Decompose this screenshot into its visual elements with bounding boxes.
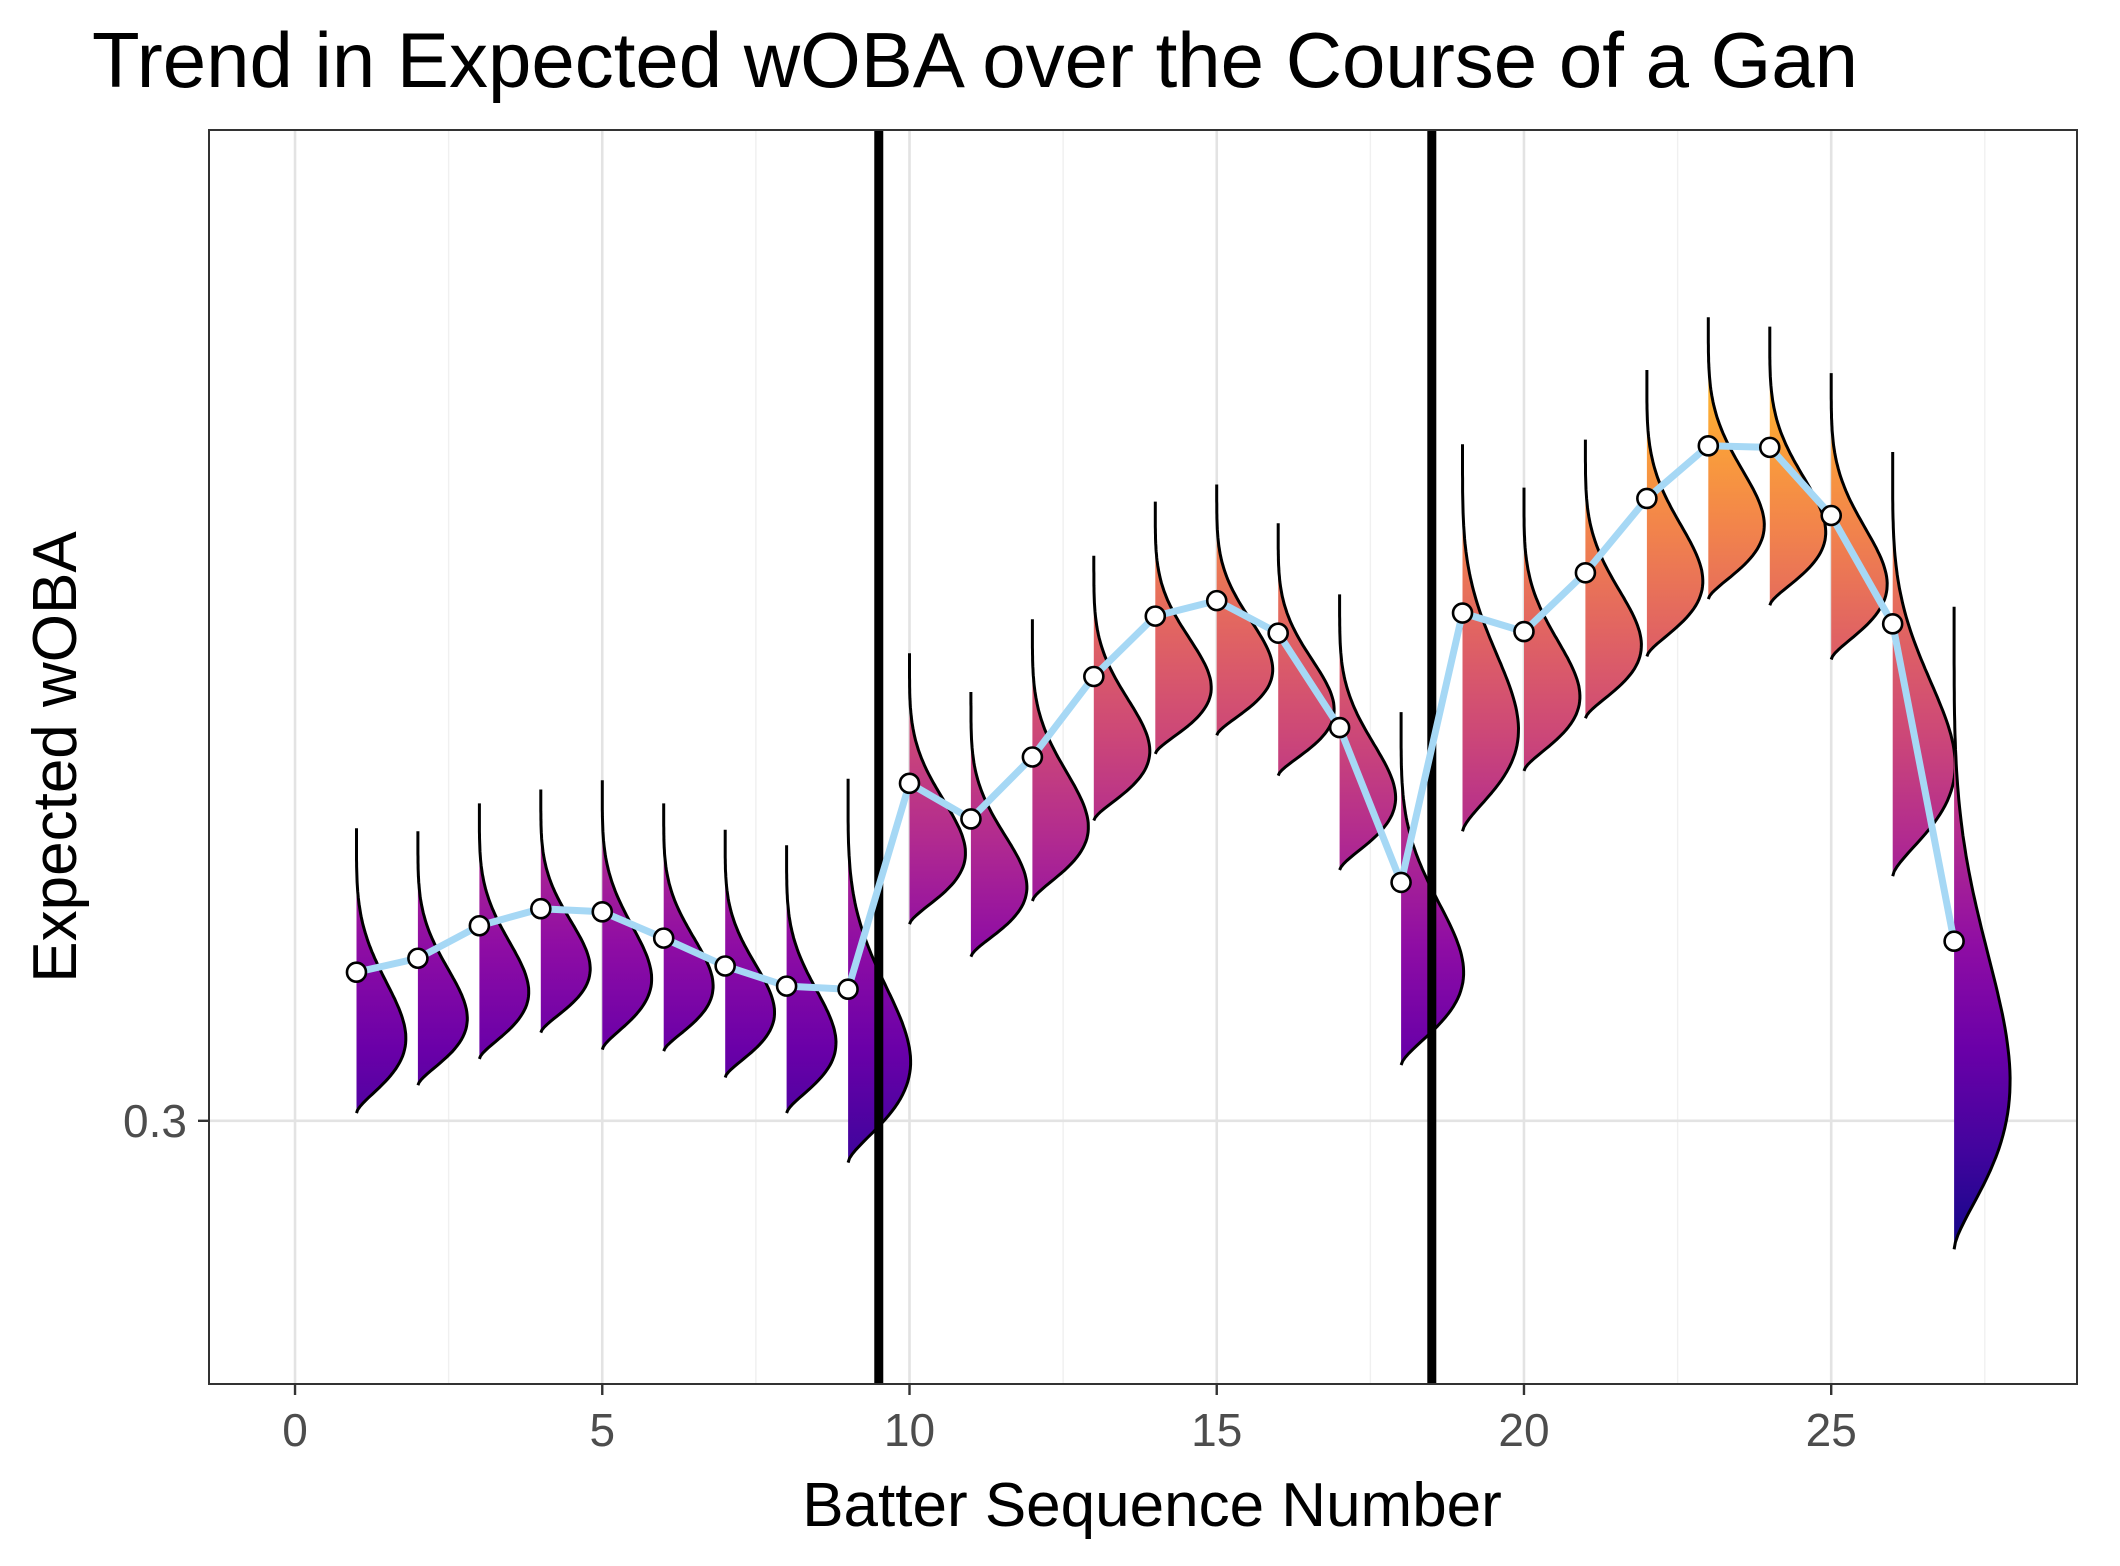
data-point [407,947,429,970]
density-fill [663,803,714,1052]
data-point [1267,622,1289,644]
x-axis-ticks: 0 5 10 15 20 25 [282,1384,1857,1456]
density-outline [723,829,776,1079]
density-fill [1769,326,1826,606]
density-outline [1461,444,1520,832]
density-fill [1093,555,1150,821]
density-outline [1153,501,1213,755]
density-fill [1954,606,2011,1250]
data-point [1697,435,1720,457]
density-outline [477,803,531,1060]
data-point [960,808,982,830]
data-point [1144,605,1167,627]
density-outline [1706,317,1766,600]
major-gridlines [209,130,2077,1384]
density-fill [1646,370,1703,657]
data-point [468,914,491,937]
x-tick-label: 15 [1191,1404,1242,1456]
density-outline [662,803,715,1052]
y-tick-label: 0.3 [123,1095,187,1147]
density-outline [355,828,408,1114]
panel-border [208,129,2078,1385]
density-outline [1891,452,1957,877]
data-point [714,955,736,977]
density-outline [1952,606,2012,1250]
density-outline [785,845,838,1114]
density-fill [1462,444,1519,832]
data-point [1513,620,1535,643]
density-outline [1092,555,1152,822]
density-outline [1583,439,1643,719]
data-point [1881,613,1904,635]
data-point [530,897,552,920]
x-tick-label: 0 [282,1404,308,1456]
density-outline [1522,487,1582,772]
density-outline [1030,619,1090,902]
data-point [1636,487,1658,510]
density-fill [1032,619,1089,901]
data-point [898,772,921,795]
density-outline [1645,370,1705,657]
density-fill [786,845,836,1114]
density-outline [1215,484,1275,736]
data-point [591,901,614,923]
density-fill [725,829,775,1078]
x-tick-label: 25 [1806,1404,1857,1456]
density-fill [1585,439,1642,719]
data-point [1943,930,1965,953]
chart-title: Trend in Expected wOBA over the Course o… [92,16,1858,104]
data-point [345,961,368,983]
density-fill [417,831,468,1086]
density-fill [1892,452,1956,877]
density-fill [848,778,911,1163]
density-fill [1216,484,1273,736]
density-fill [1278,523,1335,776]
density-fill [1339,594,1396,870]
x-tick-label: 5 [589,1404,615,1456]
density-fill [970,692,1027,957]
density-outline [1276,523,1336,777]
data-point [1083,665,1105,688]
density-outline [908,653,967,925]
data-point [1574,561,1597,584]
trend-points [345,435,1965,1001]
x-tick-label: 20 [1498,1404,1549,1456]
density-fill [1155,501,1212,754]
x-tick-label: 10 [884,1404,935,1456]
y-axis-title: Expected wOBA [21,531,90,983]
data-point [775,975,798,997]
density-fill [1708,317,1765,600]
data-point [1758,436,1781,459]
x-axis-title: Batter Sequence Number [802,1471,1502,1540]
density-fill [602,780,652,1050]
data-point [1205,589,1228,612]
data-point [652,927,675,949]
density-outline [1768,326,1828,606]
density-fill [356,828,406,1114]
density-fill [1401,712,1464,1066]
data-point [1390,871,1412,894]
density-fill [909,653,966,925]
density-fill [540,789,591,1033]
density-outline [1338,594,1398,871]
data-point [1820,504,1843,527]
data-point [1328,716,1351,739]
density-outline [600,780,654,1051]
data-point [1021,746,1044,768]
density-ridges [355,317,2012,1250]
density-fill [479,803,529,1059]
density-fill [1524,487,1580,771]
data-point [1451,602,1474,624]
data-point [837,978,859,1001]
y-axis-ticks: 0.3 [123,1095,209,1147]
density-outline [416,831,469,1086]
density-outline [969,692,1029,958]
density-outline [1829,373,1889,661]
